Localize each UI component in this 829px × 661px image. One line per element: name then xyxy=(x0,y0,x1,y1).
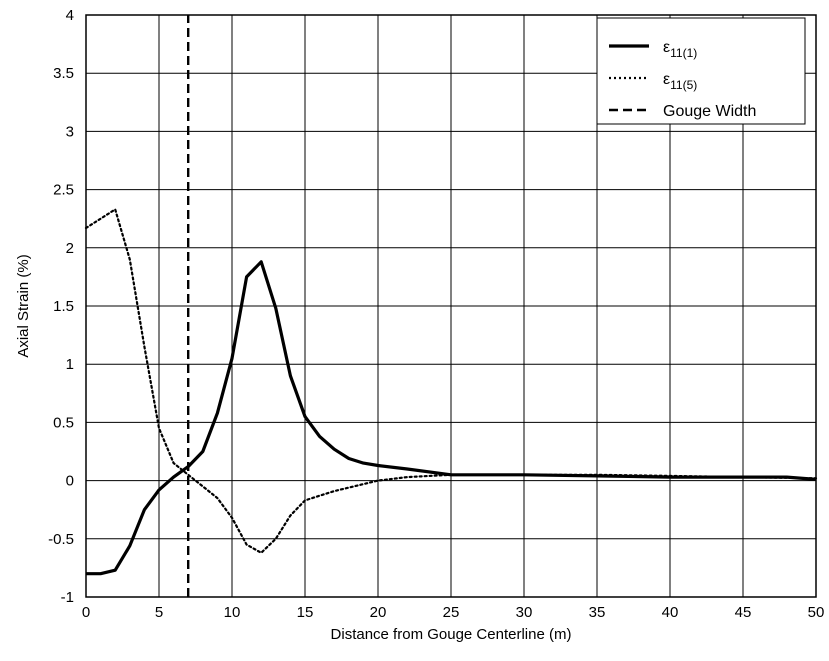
x-tick-label: 25 xyxy=(443,604,460,621)
y-tick-label: 1 xyxy=(66,356,74,373)
legend-label-2: ε11(5) xyxy=(663,71,697,92)
legend-label-1: ε11(1) xyxy=(663,39,697,60)
y-tick-label: 0 xyxy=(66,473,74,490)
x-axis-label: Distance from Gouge Centerline (m) xyxy=(331,626,572,643)
x-tick-label: 35 xyxy=(589,604,606,621)
y-tick-label: -1 xyxy=(61,589,74,606)
legend-box xyxy=(596,17,806,125)
series-line-1 xyxy=(86,260,817,576)
x-tick-label: 15 xyxy=(297,604,314,621)
y-axis-label: Axial Strain (%) xyxy=(15,254,32,357)
x-tick-label: 45 xyxy=(735,604,752,621)
x-tick-label: 5 xyxy=(155,604,163,621)
y-tick-label: 3 xyxy=(66,123,74,140)
y-tick-label: 1.5 xyxy=(53,298,74,315)
series-lines xyxy=(84,15,818,597)
y-tick-label: -0.5 xyxy=(48,531,74,548)
y-tick-label: 2 xyxy=(66,240,74,257)
x-tick-label: 30 xyxy=(516,604,533,621)
series-line-2 xyxy=(84,208,818,554)
x-tick-label: 0 xyxy=(82,604,90,621)
tick-labels: 0 5 10 15 20 25 30 35 40 45 50 -1 -0.5 0 0.5 1 1.5 2 2.5 3 3… xyxy=(48,7,824,621)
x-tick-label: 50 xyxy=(808,604,825,621)
y-tick-label: 0.5 xyxy=(53,414,74,431)
y-tick-label: 4 xyxy=(66,7,74,24)
x-tick-label: 10 xyxy=(224,604,241,621)
plot-frame xyxy=(85,14,817,598)
y-tick-label: 2.5 xyxy=(53,182,74,199)
legend: ε11(1) ε11(5) Gouge Width xyxy=(596,17,806,125)
x-tick-label: 40 xyxy=(662,604,679,621)
y-tick-label: 3.5 xyxy=(53,65,74,82)
x-tick-label: 20 xyxy=(370,604,387,621)
legend-label-3: Gouge Width xyxy=(663,103,756,120)
